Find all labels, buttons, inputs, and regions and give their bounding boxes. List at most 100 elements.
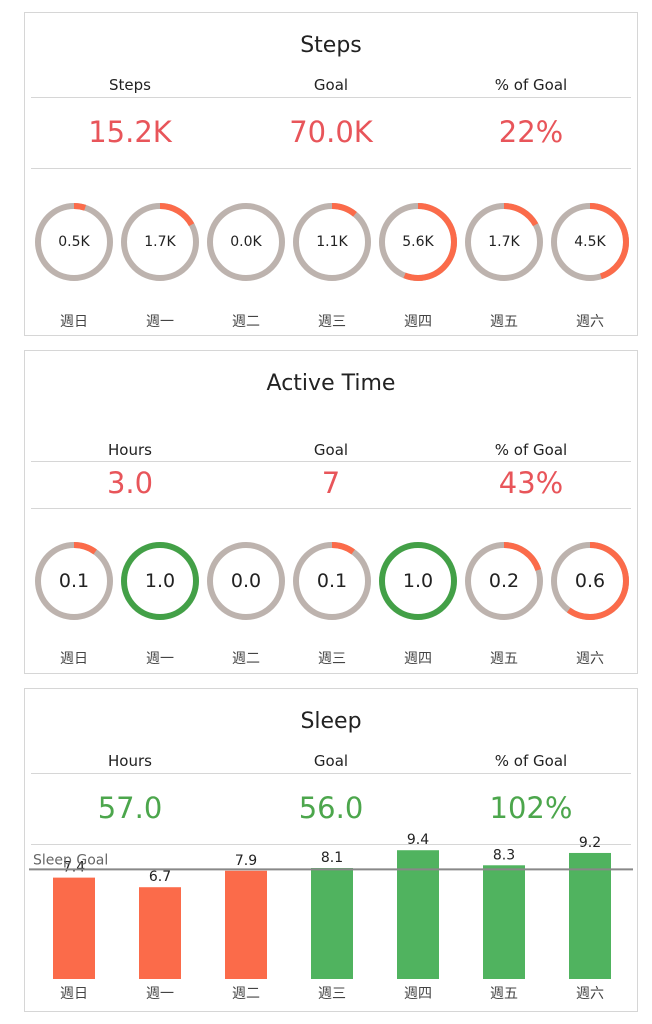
ring-track — [379, 542, 457, 620]
divider — [31, 844, 631, 845]
ring-1: 1.7K — [117, 199, 203, 285]
divider — [31, 461, 631, 462]
bar-value-label: 9.2 — [579, 835, 601, 851]
ring-4: 5.6K — [375, 199, 461, 285]
kpi-value-pct-goal: 43% — [498, 466, 564, 500]
bar-value-label: 9.4 — [407, 832, 429, 848]
sleep-bar — [569, 852, 611, 979]
ring-0: 0.1 — [31, 538, 117, 624]
ring-5: 1.7K — [461, 199, 547, 285]
day-label: 週二 — [232, 986, 260, 1002]
day-label: 週五 — [490, 651, 518, 667]
ring-graphic — [551, 542, 629, 620]
ring-graphic — [207, 203, 285, 281]
sleep-panel: Sleep Hours Goal % of Goal 57.0 56.0 102… — [24, 688, 638, 1012]
day-label: 週四 — [404, 986, 432, 1002]
kpi-label-pct-goal: % of Goal — [494, 441, 568, 459]
kpi-value-pct-goal: 22% — [498, 115, 564, 149]
ring-value-label: 1.7K — [144, 234, 176, 250]
divider — [31, 508, 631, 509]
day-label: 週三 — [318, 651, 346, 667]
ring-6: 0.6 — [547, 538, 633, 624]
sleep-bar-chart: 7.4 週日 6.7 週一 7.9 週二 8.1 週三 9.4 週四 8.3 週五 9.2 週六 Sleep… — [29, 832, 633, 1002]
ring-track — [207, 203, 285, 281]
ring-graphic — [35, 542, 113, 620]
sleep-bar — [225, 870, 267, 979]
sleep-bar — [139, 887, 181, 979]
kpi-label-goal: Goal — [313, 752, 349, 770]
ring-value-label: 1.1K — [316, 234, 348, 250]
day-label: 週五 — [490, 986, 518, 1002]
panel-title: Sleep — [300, 709, 362, 734]
ring-graphic — [379, 203, 457, 281]
ring-graphic — [121, 542, 199, 620]
ring-6: 4.5K — [547, 199, 633, 285]
ring-3: 0.1 — [289, 538, 375, 624]
ring-graphic — [551, 203, 629, 281]
divider — [31, 168, 631, 169]
ring-value-label: 0.1 — [316, 570, 348, 592]
panel-title: Steps — [300, 33, 362, 58]
sleep-goal-label: Sleep Goal — [33, 852, 108, 868]
ring-track — [121, 542, 199, 620]
kpi-value-goal: 56.0 — [298, 791, 364, 825]
ring-progress-arc — [551, 542, 629, 620]
day-label: 週五 — [490, 314, 518, 330]
ring-value-label: 1.0 — [144, 570, 176, 592]
ring-3: 1.1K — [289, 199, 375, 285]
ring-value-label: 0.1 — [58, 570, 90, 592]
ring-value-label: 5.6K — [402, 234, 434, 250]
day-label: 週日 — [60, 986, 88, 1002]
sleep-bar — [53, 877, 95, 979]
ring-value-label: 0.2 — [488, 570, 520, 592]
day-label: 週一 — [146, 314, 174, 330]
day-label: 週二 — [232, 651, 260, 667]
day-label: 週日 — [60, 651, 88, 667]
ring-value-label: 0.0 — [230, 570, 262, 592]
kpi-value-steps: 15.2K — [88, 115, 172, 149]
ring-graphic — [35, 203, 113, 281]
ring-progress-arc — [293, 542, 371, 620]
kpi-label-goal: Goal — [313, 76, 349, 94]
kpi-label-steps: Steps — [109, 76, 151, 94]
bar-value-label: 8.3 — [493, 847, 515, 863]
day-label: 週四 — [404, 651, 432, 667]
day-label: 週日 — [60, 314, 88, 330]
panel-title: Active Time — [266, 371, 396, 396]
ring-progress-arc — [379, 203, 457, 281]
ring-progress-arc — [35, 542, 113, 620]
ring-track — [207, 542, 285, 620]
day-label: 週二 — [232, 314, 260, 330]
ring-2: 0.0 — [203, 538, 289, 624]
kpi-value-hours: 57.0 — [97, 791, 163, 825]
ring-value-label: 0.0K — [230, 234, 262, 250]
kpi-value-goal: 70.0K — [289, 115, 373, 149]
kpi-label-hours: Hours — [108, 752, 152, 770]
kpi-value-goal: 7 — [321, 466, 341, 500]
bar-value-label: 7.9 — [235, 853, 257, 869]
ring-value-label: 4.5K — [574, 234, 606, 250]
sleep-bar — [483, 865, 525, 979]
day-label: 週四 — [404, 314, 432, 330]
ring-value-label: 1.0 — [402, 570, 434, 592]
ring-graphic — [121, 203, 199, 281]
divider — [31, 97, 631, 98]
ring-value-label: 1.7K — [488, 234, 520, 250]
bar-value-label: 7.4 — [63, 860, 85, 876]
ring-graphic — [293, 203, 371, 281]
sleep-bar — [311, 868, 353, 979]
ring-progress-arc — [465, 542, 543, 620]
bar-value-label: 6.7 — [149, 869, 171, 885]
kpi-label-pct-goal: % of Goal — [494, 76, 568, 94]
ring-progress-arc — [35, 203, 113, 281]
day-label: 週三 — [318, 314, 346, 330]
ring-graphic — [379, 542, 457, 620]
ring-value-label: 0.6 — [574, 570, 606, 592]
ring-progress-arc — [551, 203, 629, 281]
kpi-label-hours: Hours — [108, 441, 152, 459]
bar-value-label: 8.1 — [321, 850, 343, 866]
day-label: 週一 — [146, 651, 174, 667]
ring-graphic — [465, 203, 543, 281]
kpi-value-pct-goal: 102% — [489, 791, 573, 825]
ring-4: 1.0 — [375, 538, 461, 624]
